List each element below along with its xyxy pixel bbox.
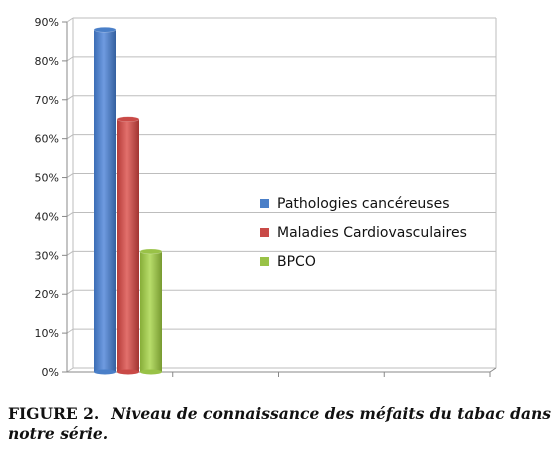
bar-body [94, 29, 116, 373]
legend-swatch [260, 199, 269, 208]
legend-item-1: Pathologies cancéreuses [260, 196, 450, 212]
bar-top [139, 248, 163, 255]
bar-body [117, 119, 139, 372]
y-tick-label: 80% [35, 55, 59, 68]
y-tick-label: 90% [35, 16, 59, 29]
y-tick-label: 50% [35, 172, 59, 185]
gridline-side [66, 95, 74, 101]
x-axis-corner [489, 367, 497, 373]
y-tick-label: 0% [42, 366, 59, 379]
bars [93, 26, 163, 375]
legend-item-3: BPCO [260, 254, 316, 270]
bar-body [140, 251, 162, 372]
gridline-side [66, 328, 74, 334]
legend-label: Maladies Cardiovasculaires [277, 225, 467, 241]
bar-3 [139, 248, 163, 375]
bar-chart: 0% 10% 20% 30% 40% 50% 60% 70% 80% 90% Pathologie… [35, 16, 497, 379]
y-tick-label: 60% [35, 133, 59, 146]
gridline-side [66, 212, 74, 217]
legend-swatch [260, 228, 269, 237]
caption-label: FIGURE 2. [8, 404, 100, 423]
legend-swatch [260, 257, 269, 266]
y-tick-label: 10% [35, 327, 59, 340]
gridline-side [66, 367, 74, 373]
bar-base [140, 369, 162, 375]
figure-caption: FIGURE 2. Niveau de connaissance des méfa… [8, 404, 553, 444]
y-tick-label: 30% [35, 249, 59, 262]
gridline-side [66, 250, 74, 256]
bar-1 [93, 26, 117, 375]
bar-base [117, 369, 139, 375]
y-tick-label: 20% [35, 288, 59, 301]
gridline-side [66, 289, 74, 295]
gridline-side [66, 56, 74, 62]
bar-top [93, 26, 117, 33]
legend-item-2: Maladies Cardiovasculaires [260, 225, 467, 241]
bar-top [116, 116, 140, 123]
bar-2 [116, 116, 140, 375]
y-axis-ticks: 0% 10% 20% 30% 40% 50% 60% 70% 80% 90% [35, 16, 67, 379]
legend-label: Pathologies cancéreuses [277, 196, 450, 212]
gridline-side [66, 173, 74, 178]
legend-label: BPCO [277, 254, 316, 270]
y-tick-label: 70% [35, 94, 59, 107]
caption-text: Niveau de connaissance des méfaits du ta… [8, 404, 551, 443]
gridline-side [66, 134, 74, 140]
legend: Pathologies cancéreuses Maladies Cardiova… [260, 196, 467, 270]
y-tick-label: 40% [35, 210, 59, 223]
bar-base [94, 369, 116, 375]
gridline-side [66, 17, 74, 23]
